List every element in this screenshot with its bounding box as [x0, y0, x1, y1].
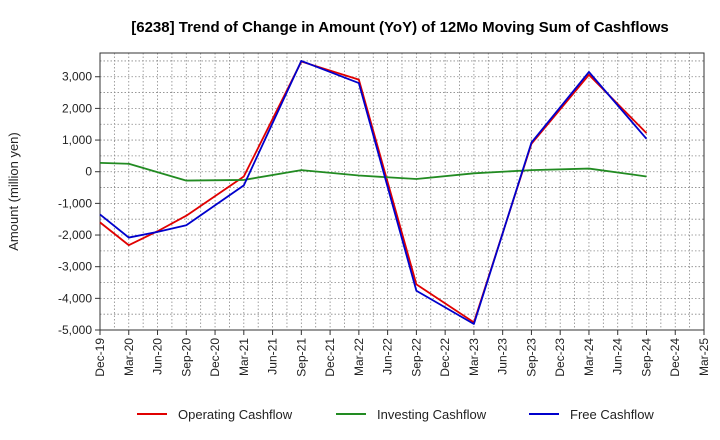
legend-label: Free Cashflow	[570, 407, 654, 422]
x-tick-label: Dec-22	[438, 338, 452, 377]
x-tick-label: Mar-25	[697, 338, 711, 376]
x-tick-label: Mar-23	[467, 338, 481, 376]
x-tick-label: Dec-21	[323, 338, 337, 377]
x-tick-label: Dec-20	[208, 338, 222, 377]
x-tick-label: Sep-22	[409, 338, 423, 377]
chart-title: [6238] Trend of Change in Amount (YoY) o…	[131, 19, 669, 36]
x-tick-label: Mar-20	[122, 338, 136, 376]
y-tick-label: 3,000	[62, 70, 92, 84]
y-tick-label: 0	[85, 165, 92, 179]
grid	[99, 53, 705, 331]
x-tick-label: Sep-21	[294, 338, 308, 377]
x-tick-label: Mar-22	[352, 338, 366, 376]
series-line-investing-cashflow	[99, 161, 647, 182]
y-axis-label: Amount (million yen)	[6, 132, 21, 251]
x-tick-label: Sep-23	[524, 338, 538, 377]
x-tick-label: Jun-21	[266, 338, 280, 375]
x-tick-label: Jun-23	[496, 338, 510, 375]
y-tick-label: -1,000	[58, 196, 92, 210]
x-axis: Dec-19 Mar-20 Jun-20 Sep-20 Dec-20 Mar-21 Jun-…	[93, 330, 711, 377]
y-tick-label: -3,000	[58, 260, 92, 274]
y-tick-label: -4,000	[58, 291, 92, 305]
x-tick-label: Jun-24	[611, 338, 625, 375]
y-axis: 3,000 2,000 1,000 0 -1,000 -2,000 -3,000 -4,000…	[58, 70, 100, 337]
x-tick-label: Dec-19	[93, 338, 107, 377]
series-lines	[99, 60, 648, 325]
x-tick-label: Dec-23	[553, 338, 567, 377]
x-tick-label: Sep-20	[179, 338, 193, 377]
x-tick-label: Sep-24	[639, 338, 653, 377]
x-tick-label: Mar-24	[582, 338, 596, 376]
series-line-free-cashflow	[99, 60, 648, 325]
y-tick-label: 1,000	[62, 133, 92, 147]
x-tick-label: Dec-24	[668, 338, 682, 377]
legend-label: Operating Cashflow	[178, 407, 293, 422]
x-tick-label: Jun-22	[381, 338, 395, 375]
y-tick-label: -2,000	[58, 228, 92, 242]
x-tick-label: Jun-20	[151, 338, 165, 375]
legend: Operating Cashflow Investing Cashflow Free…	[137, 407, 654, 422]
y-tick-label: 2,000	[62, 101, 92, 115]
legend-label: Investing Cashflow	[377, 407, 487, 422]
y-tick-label: -5,000	[58, 323, 92, 337]
plot-area-frame	[99, 52, 705, 331]
x-tick-label: Mar-21	[237, 338, 251, 376]
